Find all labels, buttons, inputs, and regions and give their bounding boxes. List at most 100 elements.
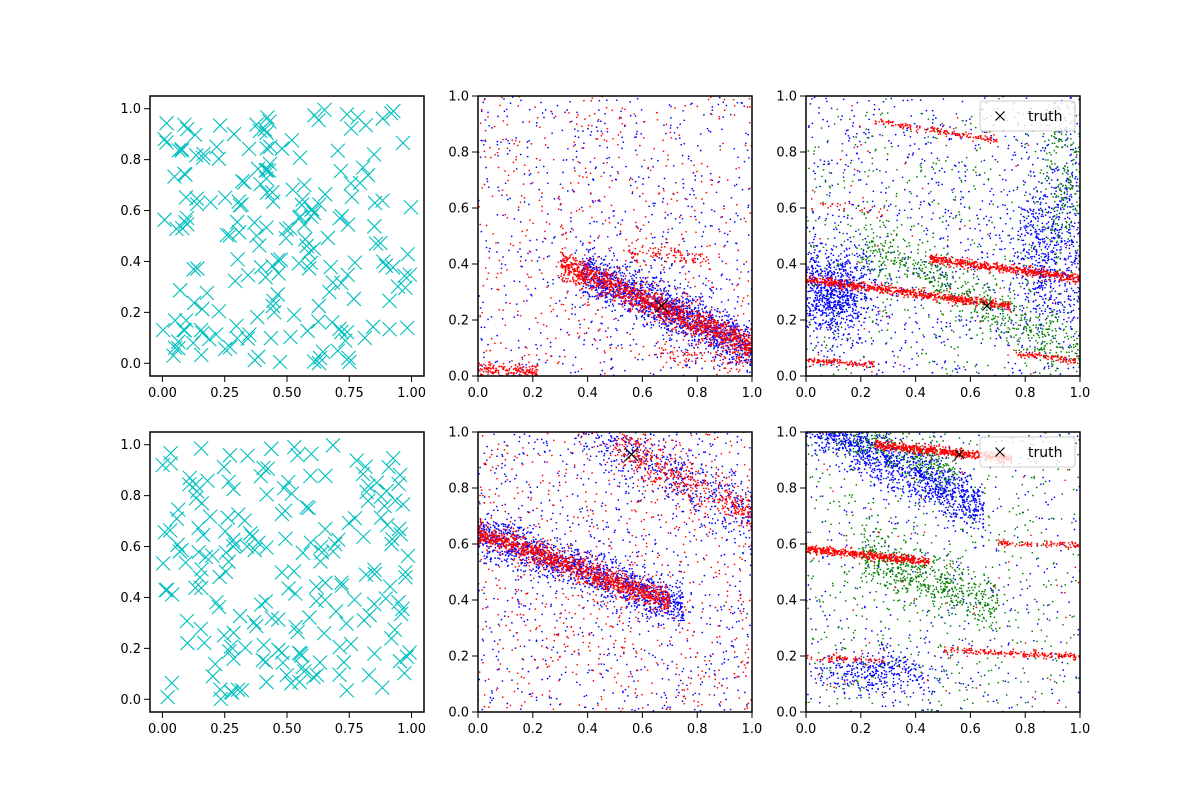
point [703,114,705,116]
point [496,251,498,253]
point [478,362,481,365]
point [669,127,672,129]
point [561,234,563,236]
point [608,186,611,189]
point [689,326,691,329]
point [735,350,738,352]
point [484,364,487,367]
point [681,254,683,257]
y-tick-label: 0.8 [120,153,141,168]
point [681,292,684,295]
point [562,159,565,161]
point [618,296,621,299]
point [826,292,829,295]
point [612,292,615,294]
point [677,305,680,307]
point [680,321,683,324]
point [721,216,724,218]
x-tick-label: 1.0 [742,386,763,401]
point [727,325,730,328]
point [736,353,739,356]
point [567,147,569,150]
point [873,268,876,271]
point [542,278,545,281]
point [718,176,721,179]
point [620,279,623,282]
point [694,179,697,181]
point [581,278,583,281]
point [622,275,625,278]
point [737,370,740,373]
x-marker [350,110,366,125]
point [654,292,656,295]
point [661,279,664,282]
point [549,341,552,344]
point [725,349,728,351]
point [642,244,644,247]
point [620,343,623,346]
point [602,277,604,280]
point [643,299,646,302]
point [819,328,822,330]
point [553,116,555,119]
point [503,365,506,368]
point [714,243,717,245]
point [619,230,622,232]
point [685,262,687,264]
point [527,371,530,374]
point [570,265,573,268]
point [645,300,648,303]
point [683,287,686,290]
point [587,249,590,252]
point [585,171,587,174]
point [629,114,632,117]
point [719,336,722,339]
point [574,313,576,316]
point [667,309,670,311]
x-marker [402,267,418,283]
point [715,288,718,290]
point [576,267,579,270]
x-marker [177,322,193,338]
x-marker [270,287,286,302]
point [632,274,634,276]
point [700,325,703,328]
point [679,286,681,289]
point [649,372,652,375]
point [524,372,527,375]
point [572,268,575,270]
point [630,275,632,278]
point [510,372,512,374]
point [665,260,668,263]
point [675,298,678,301]
point [639,265,642,268]
point [607,269,610,271]
point [709,333,712,336]
point [555,302,557,305]
point [535,365,538,367]
point [528,361,530,364]
point [609,174,612,177]
point [684,307,687,310]
point [676,191,679,194]
point [560,264,563,267]
point [604,270,607,273]
point [569,280,571,282]
point [479,156,482,159]
x-marker [366,147,382,162]
point [701,315,704,317]
point [520,195,523,197]
point [609,344,611,346]
point [538,358,540,361]
point [702,282,705,285]
x-marker [337,333,353,349]
point [535,124,538,127]
point [682,186,685,189]
point [832,254,835,257]
point [590,192,592,194]
point [690,309,693,311]
x-marker [272,354,288,370]
point [722,116,725,118]
point [525,234,527,237]
point [656,356,659,359]
